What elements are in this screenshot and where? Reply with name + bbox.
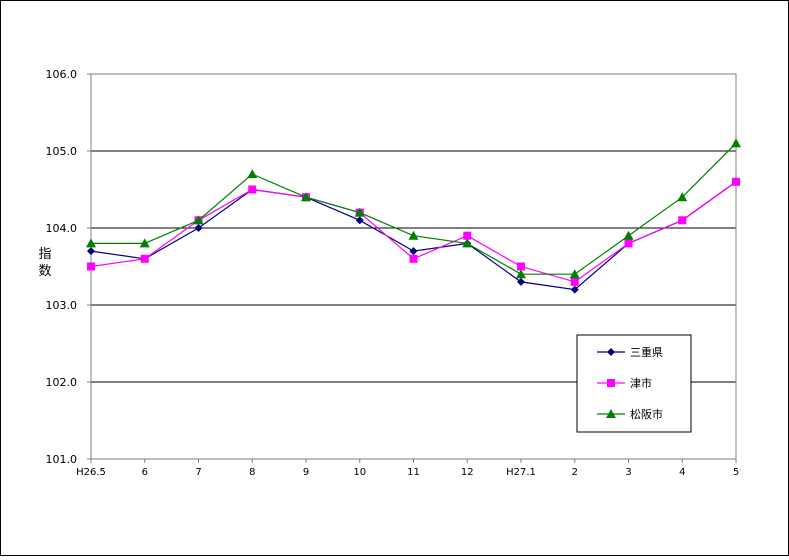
data-point bbox=[732, 177, 740, 186]
y-axis-ticks: 106.0 105.0 104.0 103.0 102.0 101.0 bbox=[46, 68, 91, 466]
data-point bbox=[731, 138, 741, 148]
legend-item: 松阪市 bbox=[597, 407, 663, 421]
x-tick-label: 9 bbox=[303, 467, 309, 478]
y-tick-label: 103.0 bbox=[46, 299, 78, 312]
x-tick-label: H27.1 bbox=[506, 467, 536, 478]
x-tick-label: 2 bbox=[572, 467, 578, 478]
data-point bbox=[87, 247, 95, 256]
data-point bbox=[623, 230, 634, 240]
data-point bbox=[194, 224, 203, 232]
legend-item: 三重県 bbox=[597, 345, 663, 359]
series-group bbox=[86, 138, 741, 294]
data-point bbox=[354, 207, 365, 217]
x-tick-label: 3 bbox=[625, 467, 631, 478]
legend-item: 津市 bbox=[597, 376, 652, 390]
data-point bbox=[517, 262, 525, 271]
data-point bbox=[677, 192, 688, 202]
data-point bbox=[355, 216, 364, 225]
y-tick-label: 102.0 bbox=[46, 376, 78, 389]
x-tick-label: 8 bbox=[249, 467, 255, 478]
x-tick-label: 7 bbox=[195, 467, 201, 478]
data-point bbox=[463, 231, 472, 240]
legend-label: 三重県 bbox=[630, 345, 663, 359]
data-point bbox=[606, 409, 616, 418]
x-axis-ticks: H26.5 6 7 8 9 10 11 12 H27.1 2 3 4 5 bbox=[76, 459, 739, 478]
data-point bbox=[607, 348, 615, 356]
data-point bbox=[570, 277, 579, 286]
data-point bbox=[247, 169, 258, 179]
data-point bbox=[570, 285, 579, 294]
x-tick-label: H26.5 bbox=[76, 467, 106, 478]
data-point bbox=[139, 238, 150, 248]
data-point bbox=[409, 247, 418, 256]
y-tick-label: 106.0 bbox=[46, 68, 78, 81]
data-point bbox=[408, 230, 419, 240]
series-triangle bbox=[86, 138, 741, 279]
data-point bbox=[86, 238, 96, 248]
data-point bbox=[569, 269, 580, 279]
x-tick-label: 6 bbox=[142, 467, 148, 478]
x-tick-label: 11 bbox=[407, 467, 420, 478]
data-point bbox=[409, 254, 418, 263]
legend-box bbox=[576, 334, 692, 433]
data-point bbox=[516, 269, 526, 279]
data-point bbox=[624, 239, 633, 248]
legend-label: 津市 bbox=[630, 376, 652, 390]
x-tick-label: 12 bbox=[461, 467, 474, 478]
x-tick-label: 10 bbox=[353, 467, 366, 478]
data-point bbox=[87, 262, 95, 271]
y-tick-label: 105.0 bbox=[46, 145, 78, 158]
y-tick-label: 104.0 bbox=[46, 222, 78, 235]
data-point bbox=[140, 254, 149, 263]
legend-label: 松阪市 bbox=[630, 407, 663, 421]
data-point bbox=[678, 216, 687, 225]
data-point bbox=[301, 192, 311, 202]
data-point bbox=[193, 215, 204, 225]
data-point bbox=[607, 379, 615, 387]
x-tick-label: 5 bbox=[733, 467, 739, 478]
y-axis-label: 指数 bbox=[38, 247, 51, 279]
x-tick-label: 4 bbox=[679, 467, 685, 478]
y-axis-title: 指数 bbox=[38, 247, 51, 279]
data-point bbox=[248, 185, 257, 194]
y-tick-label: 101.0 bbox=[46, 453, 78, 466]
data-point bbox=[462, 238, 473, 248]
data-point bbox=[517, 277, 525, 286]
